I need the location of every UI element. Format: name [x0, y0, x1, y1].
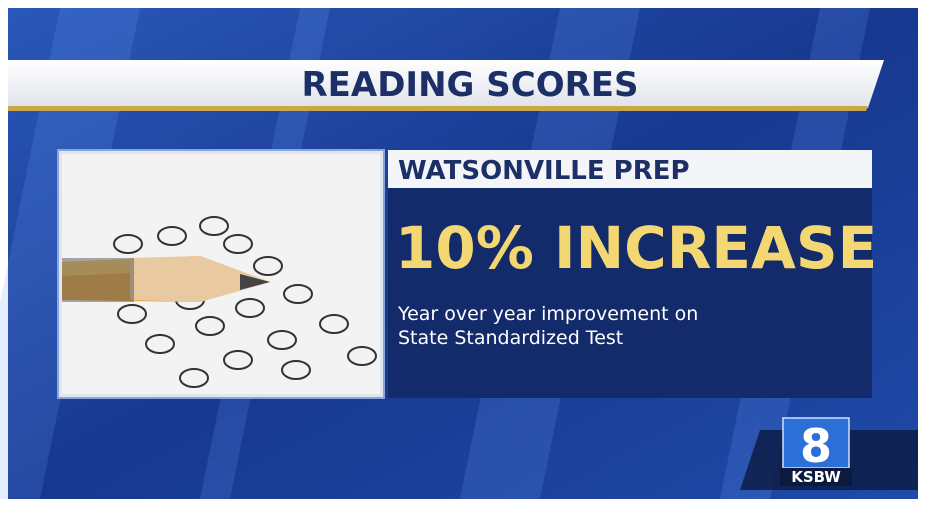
- logo-number: 8: [800, 419, 832, 473]
- description-line: State Standardized Test: [398, 327, 623, 349]
- school-name: WATSONVILLE PREP: [398, 156, 690, 186]
- broadcast-graphic: READING SCORES WATSONVILLE PREP 10% INCR…: [0, 0, 926, 507]
- description-line: Year over year improvement on: [397, 303, 698, 325]
- page: READING SCORES WATSONVILLE PREP 10% INCR…: [0, 0, 926, 507]
- answer-sheet-photo: [62, 154, 380, 394]
- header-underline: [8, 106, 868, 111]
- logo-station: KSBW: [791, 468, 841, 486]
- header-title: READING SCORES: [301, 65, 638, 105]
- stat: 10% INCREASE: [395, 214, 877, 282]
